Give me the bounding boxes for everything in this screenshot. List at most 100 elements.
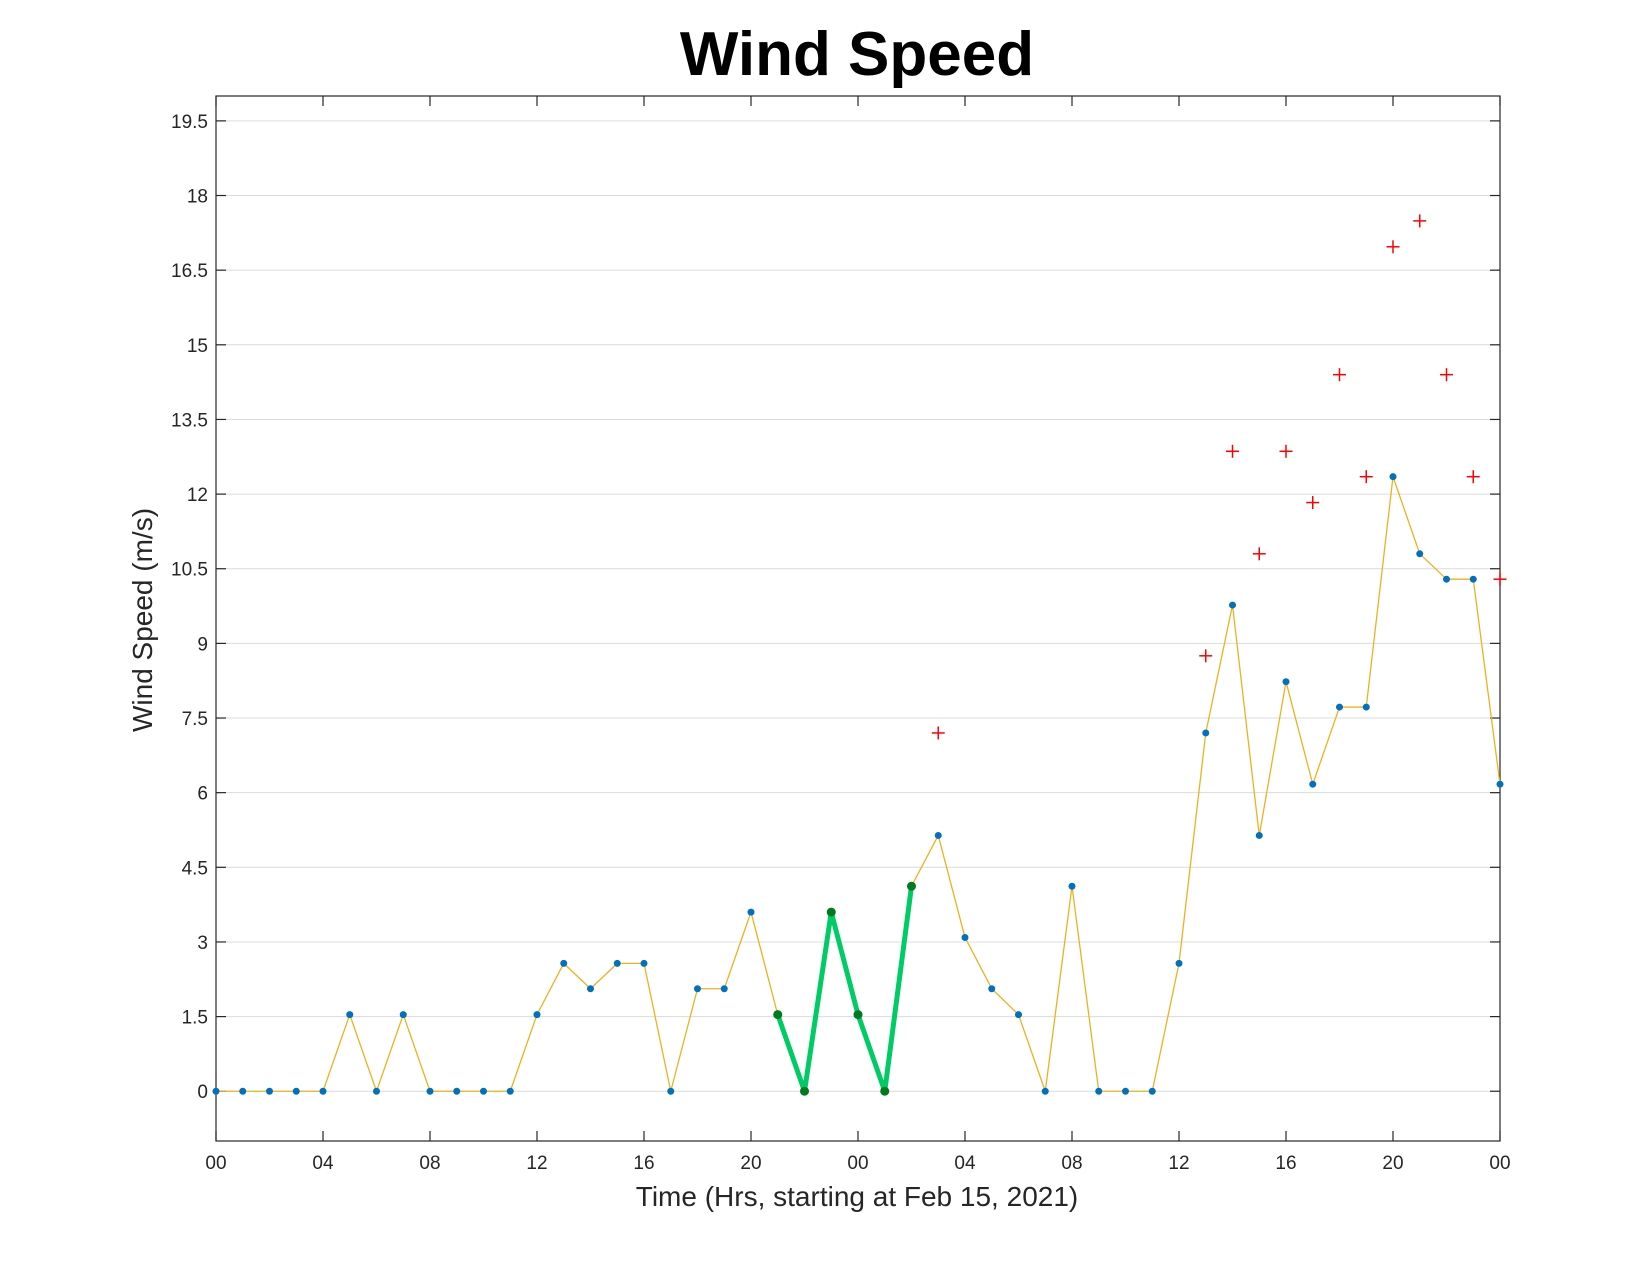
- x-tick-label: 08: [1061, 1153, 1082, 1174]
- y-tick-label: 13.5: [171, 410, 208, 431]
- x-tick-label: 20: [740, 1153, 761, 1174]
- data-point: [1202, 729, 1210, 737]
- data-point: [1175, 959, 1183, 967]
- data-point: [239, 1087, 247, 1095]
- data-series: [212, 214, 1507, 1096]
- plus-marker: [1440, 368, 1453, 382]
- data-point: [1148, 1087, 1156, 1095]
- data-point: [212, 1087, 220, 1095]
- plus-marker: [1386, 240, 1400, 254]
- data-point: [720, 985, 728, 993]
- data-point: [667, 1087, 675, 1095]
- plus-marker: [1226, 444, 1239, 458]
- x-tick-label: 20: [1382, 1153, 1403, 1174]
- data-point: [1469, 575, 1477, 583]
- x-tick-label: 04: [954, 1153, 976, 1174]
- highlight-point: [826, 907, 836, 917]
- plus-marker: [1466, 470, 1480, 484]
- y-tick-label: 10.5: [171, 560, 208, 581]
- data-point: [988, 985, 996, 993]
- series-line-markers: [212, 473, 1504, 1095]
- data-point: [747, 908, 755, 916]
- data-point: [399, 1011, 407, 1019]
- y-tick-label: 9: [197, 634, 208, 655]
- chart-title: Wind Speed: [680, 20, 1034, 89]
- y-tick-label: 12: [187, 485, 208, 506]
- data-point: [1095, 1087, 1103, 1095]
- highlight-point: [800, 1086, 809, 1096]
- y-tick-label: 1.5: [182, 1008, 208, 1029]
- x-tick-label: 12: [1168, 1153, 1189, 1174]
- data-point: [1309, 780, 1317, 788]
- data-point: [1015, 1011, 1022, 1019]
- plus-marker: [1493, 572, 1507, 586]
- x-tick-label: 08: [419, 1153, 440, 1174]
- data-point: [694, 985, 701, 993]
- grid-lines: [216, 120, 1500, 1092]
- plus-marker: [1413, 214, 1427, 228]
- data-point: [453, 1087, 461, 1095]
- plot-frame: [215, 95, 1501, 1142]
- x-tick-label: 00: [847, 1153, 868, 1174]
- data-point: [1496, 780, 1504, 788]
- plus-marker: [931, 726, 945, 740]
- highlight-line: [775, 885, 914, 1094]
- data-point: [346, 1011, 354, 1019]
- data-point: [506, 1087, 514, 1095]
- x-tick-label: 00: [205, 1153, 226, 1174]
- data-point: [961, 933, 969, 941]
- data-point: [480, 1087, 487, 1095]
- data-point: [934, 831, 942, 839]
- data-point: [1229, 601, 1236, 609]
- y-tick-label: 3: [197, 933, 208, 954]
- highlight-point: [880, 1086, 890, 1096]
- highlight-point: [907, 881, 916, 891]
- data-point: [266, 1087, 273, 1095]
- y-tick-label: 16.5: [171, 261, 208, 282]
- data-point: [1041, 1087, 1049, 1095]
- data-point: [1282, 678, 1290, 686]
- y-tick-label: 4.5: [182, 858, 208, 879]
- data-point: [1443, 575, 1450, 583]
- data-point: [1068, 882, 1076, 890]
- plus-marker: [1252, 547, 1266, 561]
- data-point: [533, 1011, 541, 1019]
- plus-marker: [1279, 444, 1293, 458]
- y-tick-label: 6: [197, 784, 208, 805]
- y-tick-label: 15: [187, 336, 208, 357]
- series-plus-markers: [931, 214, 1507, 740]
- data-point: [587, 985, 594, 993]
- data-point: [640, 959, 648, 967]
- x-tick-label: 04: [312, 1153, 334, 1174]
- data-point: [292, 1087, 300, 1095]
- data-point: [613, 959, 621, 967]
- data-point: [1336, 703, 1343, 711]
- y-axis-label: Wind Speed (m/s): [127, 508, 158, 732]
- data-point: [373, 1087, 380, 1095]
- y-tick-label: 0: [197, 1082, 208, 1103]
- plus-marker: [1333, 368, 1346, 382]
- highlight-point: [773, 1010, 783, 1020]
- axis-ticks: 0 1.5 3 4.5 6 7.5 9 10.5 12 13.5 15 16.5 18 19.5 00 04 0…: [171, 96, 1511, 1174]
- y-tick-label: 18: [187, 187, 208, 208]
- data-point: [560, 959, 568, 967]
- y-tick-label: 19.5: [171, 112, 208, 133]
- plus-marker: [1359, 470, 1373, 484]
- y-tick-label: 7.5: [182, 709, 208, 730]
- plus-marker: [1306, 496, 1320, 510]
- plus-marker: [1199, 649, 1213, 663]
- x-tick-label: 16: [1275, 1153, 1296, 1174]
- x-tick-label: 16: [633, 1153, 654, 1174]
- x-axis-label: Time (Hrs, starting at Feb 15, 2021): [636, 1181, 1078, 1212]
- data-point: [1255, 831, 1263, 839]
- series-highlight-line: [773, 881, 916, 1096]
- x-tick-label: 00: [1489, 1153, 1510, 1174]
- data-point: [1122, 1087, 1129, 1095]
- data-point: [1416, 550, 1424, 558]
- x-tick-label: 12: [526, 1153, 547, 1174]
- data-point: [426, 1087, 434, 1095]
- data-point: [1389, 473, 1397, 481]
- highlight-point: [853, 1010, 863, 1020]
- data-point: [319, 1087, 327, 1095]
